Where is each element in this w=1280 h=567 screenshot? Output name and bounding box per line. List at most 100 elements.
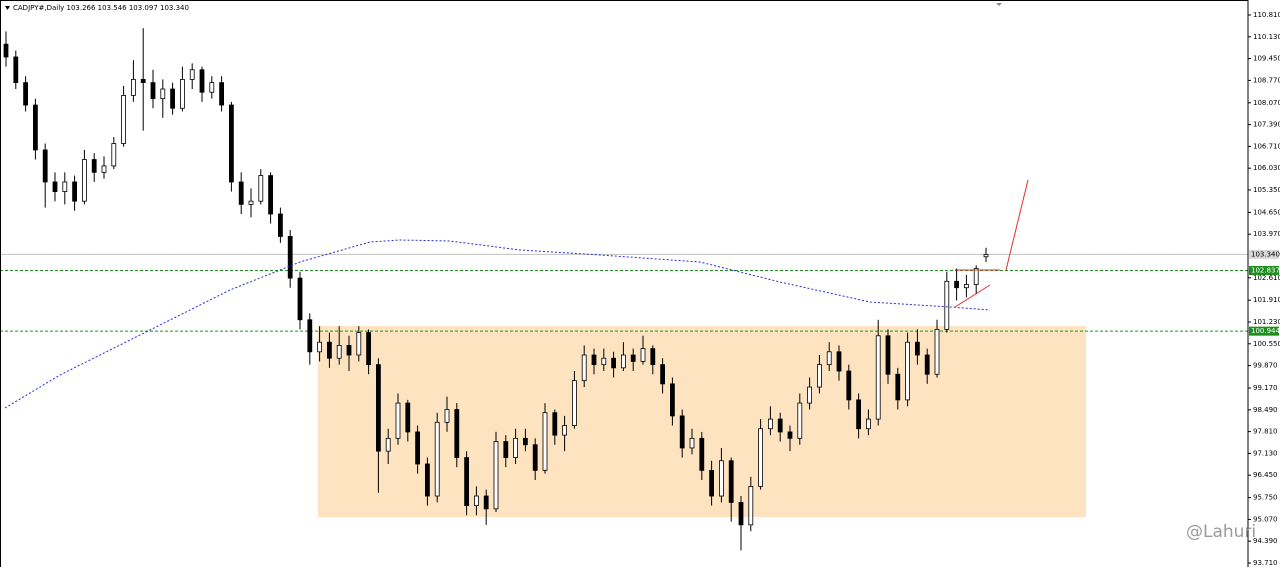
candle-body [738,502,744,526]
candle-body [160,88,166,100]
candle-body [709,469,714,497]
candle-body [346,344,352,356]
candle-body [836,351,842,372]
candle-body [660,364,665,385]
candle-body [72,181,77,202]
watermark: @Lahuri [1186,522,1256,542]
candle-body [846,370,852,401]
candle-body [621,354,626,369]
candle-body [650,348,656,366]
candle-body [856,399,861,430]
candle-body [601,357,607,366]
candle-body [33,104,38,151]
candle-body [562,425,567,436]
triangle-bottom [954,284,991,308]
y-tick-label: 97.130 [1253,449,1278,457]
candle-body [111,143,117,167]
candle-body [748,486,754,526]
y-tick-label: 101.910 [1253,296,1280,304]
candle-body [258,175,264,202]
candle-body [23,82,29,106]
candle-body [866,418,871,430]
candle-body [228,104,234,183]
candle-body [42,149,48,183]
range-zone [318,326,1086,517]
candle-body [807,386,812,404]
candle-body [581,354,587,382]
candle-body [513,437,518,458]
candle-body [91,159,97,173]
y-tick-label: 109.450 [1253,55,1280,63]
candle-body [758,428,763,487]
candle-body [924,354,930,375]
candle-body [964,284,969,289]
y-tick-label: 96.450 [1253,471,1278,479]
candle-body [777,418,783,433]
plot [0,28,1248,551]
candle-body [395,402,401,439]
y-tick-label: 95.070 [1253,515,1278,523]
y-tick-label: 103.970 [1253,230,1280,238]
candle-body [454,409,460,458]
candle-body [630,354,636,362]
y-tick-label: 102.610 [1253,274,1280,282]
candle-body [179,79,185,109]
candle-body [444,409,450,423]
y-tick-label: 106.710 [1253,142,1280,150]
candle-body [817,364,822,388]
candle-body [572,380,577,426]
level-box [1249,266,1279,276]
candle-body [915,341,920,356]
candle-body [219,82,225,106]
candle-body [895,373,901,401]
y-tick-label: 99.170 [1253,384,1278,392]
candle-body [140,79,146,84]
candle-body [62,181,68,192]
y-tick-label: 104.650 [1253,208,1280,216]
last-price-label: 103.340 [1251,250,1280,258]
candle-body [640,348,646,362]
candle-body [52,181,58,192]
candle-body [797,402,803,439]
y-tick-label: 93.710 [1253,559,1278,567]
candle-body [150,82,156,100]
candle-body [768,418,773,430]
candle-body [670,383,675,417]
level-label: 100.944 [1251,327,1280,335]
candle-body [130,79,136,96]
candle-body [238,181,244,205]
moving-average [4,239,991,409]
candle-body [493,441,499,510]
candle-body [885,335,891,375]
candle-body [699,437,705,471]
y-tick-label: 99.870 [1253,362,1278,370]
y-tick-label: 97.810 [1253,428,1278,436]
candle-body [934,328,940,375]
candle-body [503,441,509,458]
candle-body [277,213,283,237]
y-tick-label: 106.030 [1253,164,1280,172]
candle-body [3,43,9,58]
shift-marker [996,3,1002,6]
candle-body [591,354,597,366]
candle-body [121,95,126,144]
candle-body [317,341,323,353]
candle-body [523,437,528,446]
candle-body [552,412,558,436]
candle-body [385,437,391,452]
y-tick-label: 101.230 [1253,318,1280,326]
candle-body [297,277,303,321]
candle-body [405,402,411,433]
candle-body [611,357,616,369]
candle-body [248,200,254,205]
candle-body [905,341,910,401]
candle-body [101,165,107,173]
y-tick-label: 95.750 [1253,494,1278,502]
candle-body [336,344,342,359]
candle-body [944,280,950,330]
candle-body [679,415,685,449]
y-tick-label: 108.770 [1253,76,1280,84]
candle-body [826,351,832,366]
candle-body [415,431,421,465]
